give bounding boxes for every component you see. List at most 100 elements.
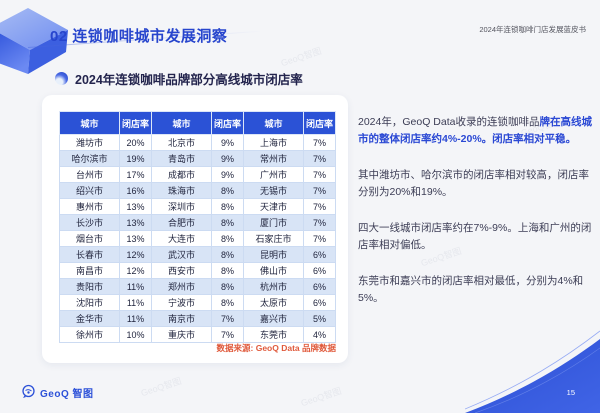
- table-header-city: 城市: [151, 111, 212, 135]
- table-row: 金华市 11% 南京市 7% 嘉兴市 5%: [59, 310, 336, 327]
- closure-rate-cell: 11%: [119, 310, 152, 327]
- table-header-rate: 闭店率: [211, 111, 244, 135]
- table-row: 长沙市 13% 合肥市 8% 厦门市 7%: [59, 214, 336, 231]
- table-header-city: 城市: [59, 111, 120, 135]
- city-cell: 惠州市: [59, 198, 120, 215]
- watermark: GeoQ智图: [299, 385, 343, 409]
- document-title: 2024年连锁咖啡门店发展蓝皮书: [479, 25, 586, 34]
- insights-column: 2024年，GeoQ Data收录的连锁咖啡品牌在高线城市的整体闭店率约4%-2…: [358, 114, 592, 326]
- city-cell: 合肥市: [151, 214, 212, 231]
- closure-rate-cell: 12%: [119, 246, 152, 263]
- closure-rate-cell: 7%: [303, 150, 336, 167]
- watermark: GeoQ智图: [139, 375, 183, 399]
- closure-rate-cell: 6%: [303, 246, 336, 263]
- table-row: 贵阳市 11% 郑州市 8% 杭州市 6%: [59, 278, 336, 295]
- city-cell: 嘉兴市: [243, 310, 304, 327]
- closure-rate-cell: 13%: [119, 230, 152, 247]
- sphere-bullet-icon: [55, 72, 68, 85]
- closure-rate-cell: 7%: [303, 214, 336, 231]
- city-cell: 厦门市: [243, 214, 304, 231]
- city-cell: 烟台市: [59, 230, 120, 247]
- city-cell: 大连市: [151, 230, 212, 247]
- city-cell: 长沙市: [59, 214, 120, 231]
- city-cell: 南昌市: [59, 262, 120, 279]
- city-cell: 武汉市: [151, 246, 212, 263]
- city-cell: 无锡市: [243, 182, 304, 199]
- geoq-logo: GeoQ 智图: [20, 384, 94, 400]
- closure-rate-cell: 8%: [211, 294, 244, 311]
- closure-rate-cell: 8%: [211, 278, 244, 295]
- city-cell: 深圳市: [151, 198, 212, 215]
- city-cell: 南京市: [151, 310, 212, 327]
- closure-rate-cell: 7%: [303, 230, 336, 247]
- closure-rate-cell: 7%: [211, 326, 244, 343]
- table-header-row: 城市 闭店率 城市 闭店率 城市 闭店率: [59, 111, 336, 135]
- city-cell: 天津市: [243, 198, 304, 215]
- insight-paragraph-1: 2024年，GeoQ Data收录的连锁咖啡品牌在高线城市的整体闭店率约4%-2…: [358, 114, 592, 148]
- city-cell: 台州市: [59, 166, 120, 183]
- table-row: 哈尔滨市 19% 青岛市 9% 常州市 7%: [59, 150, 336, 167]
- closure-rate-cell: 4%: [303, 326, 336, 343]
- closure-rate-cell: 7%: [303, 134, 336, 151]
- closure-rate-cell: 20%: [119, 134, 152, 151]
- closure-rate-cell: 7%: [211, 310, 244, 327]
- city-cell: 哈尔滨市: [59, 150, 120, 167]
- geoq-logo-text: GeoQ 智图: [40, 388, 94, 400]
- city-cell: 太原市: [243, 294, 304, 311]
- closure-rate-cell: 19%: [119, 150, 152, 167]
- city-cell: 郑州市: [151, 278, 212, 295]
- closure-rate-cell: 6%: [303, 294, 336, 311]
- page-title: 02 连锁咖啡城市发展洞察: [50, 28, 228, 45]
- table-row: 南昌市 12% 西安市 8% 佛山市 6%: [59, 262, 336, 279]
- table-row: 徐州市 10% 重庆市 7% 东莞市 4%: [59, 326, 336, 343]
- table-header-rate: 闭店率: [303, 111, 336, 135]
- city-cell: 广州市: [243, 166, 304, 183]
- city-cell: 石家庄市: [243, 230, 304, 247]
- city-cell: 昆明市: [243, 246, 304, 263]
- corner-swoosh-graphic: [465, 330, 600, 413]
- closure-rate-cell: 12%: [119, 262, 152, 279]
- city-cell: 青岛市: [151, 150, 212, 167]
- city-cell: 成都市: [151, 166, 212, 183]
- closure-rate-cell: 11%: [119, 294, 152, 311]
- closure-rate-table: 城市 闭店率 城市 闭店率 城市 闭店率 潍坊市 20% 北京市 9% 上海市 7% 哈尔滨…: [59, 111, 336, 343]
- insight-paragraph-2: 其中潍坊市、哈尔滨市的闭店率相对较高，闭店率分别为20%和19%。: [358, 169, 589, 198]
- closure-rate-cell: 16%: [119, 182, 152, 199]
- city-cell: 绍兴市: [59, 182, 120, 199]
- insight-paragraph-4: 东莞市和嘉兴市的闭店率相对最低，分别为4%和5%。: [358, 275, 584, 304]
- table-header-city: 城市: [243, 111, 304, 135]
- city-cell: 金华市: [59, 310, 120, 327]
- closure-rate-cell: 17%: [119, 166, 152, 183]
- closure-rate-cell: 8%: [211, 182, 244, 199]
- table-row: 台州市 17% 成都市 9% 广州市 7%: [59, 166, 336, 183]
- table-row: 绍兴市 16% 珠海市 8% 无锡市 7%: [59, 182, 336, 199]
- closure-rate-cell: 9%: [211, 150, 244, 167]
- city-cell: 北京市: [151, 134, 212, 151]
- insight-paragraph-3: 四大一线城市闭店率约在7%-9%。上海和广州的闭店率相对偏低。: [358, 222, 592, 251]
- city-cell: 潍坊市: [59, 134, 120, 151]
- geoq-logo-icon: [22, 384, 35, 398]
- table-row: 惠州市 13% 深圳市 8% 天津市 7%: [59, 198, 336, 215]
- closure-rate-cell: 11%: [119, 278, 152, 295]
- city-cell: 贵阳市: [59, 278, 120, 295]
- closure-rate-cell: 7%: [303, 166, 336, 183]
- closure-rate-cell: 6%: [303, 262, 336, 279]
- closure-rate-cell: 8%: [211, 230, 244, 247]
- cube-decoration-graphic: [0, 8, 68, 74]
- closure-rate-cell: 8%: [211, 262, 244, 279]
- section-title-row: 2024年连锁咖啡品牌部分高线城市闭店率: [55, 69, 303, 88]
- insight-1-highlight: 牌在高线城市的整体闭店率约4%-20%。闭店率相对平稳。: [358, 116, 592, 145]
- watermark: GeoQ智图: [279, 45, 323, 69]
- table-row: 潍坊市 20% 北京市 9% 上海市 7%: [59, 134, 336, 151]
- city-cell: 宁波市: [151, 294, 212, 311]
- city-cell: 重庆市: [151, 326, 212, 343]
- city-cell: 珠海市: [151, 182, 212, 199]
- section-title: 2024年连锁咖啡品牌部分高线城市闭店率: [75, 73, 303, 87]
- closure-rate-cell: 5%: [303, 310, 336, 327]
- table-row: 烟台市 13% 大连市 8% 石家庄市 7%: [59, 230, 336, 247]
- closure-rate-cell: 7%: [303, 198, 336, 215]
- city-cell: 长春市: [59, 246, 120, 263]
- closure-rate-cell: 7%: [303, 182, 336, 199]
- city-cell: 西安市: [151, 262, 212, 279]
